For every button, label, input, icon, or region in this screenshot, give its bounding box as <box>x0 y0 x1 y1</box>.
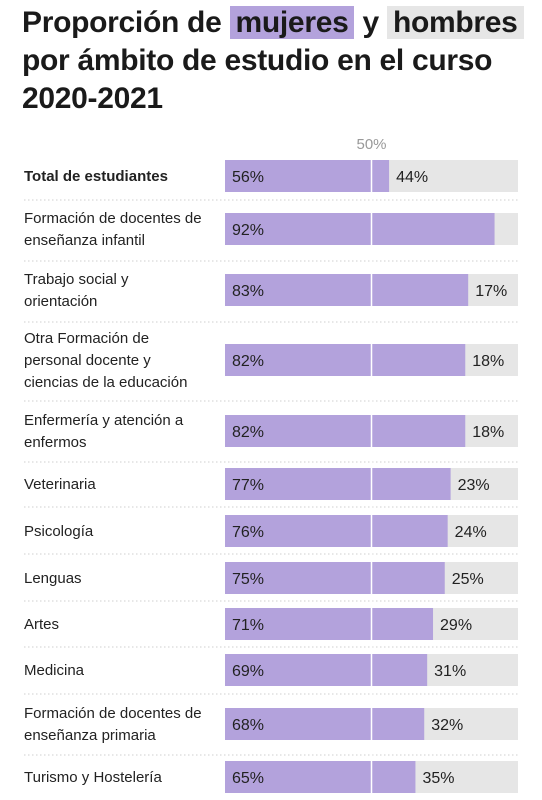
bar-women <box>225 708 425 740</box>
title-men-highlight: hombres <box>386 6 524 39</box>
value-label-women: 83% <box>232 283 264 300</box>
bar-women <box>225 415 466 447</box>
bar-women <box>225 344 466 376</box>
value-label-men: 24% <box>455 524 487 541</box>
value-label-men: 18% <box>472 424 504 441</box>
value-label-women: 69% <box>232 663 264 680</box>
category-label: Otra Formación de personal docente y cienc… <box>24 330 187 391</box>
category-label: Veterinaria <box>24 476 96 493</box>
value-label-women: 82% <box>232 353 264 370</box>
category-label: Trabajo social y orientación <box>24 271 129 310</box>
bar-women <box>225 468 451 500</box>
value-label-men: 35% <box>422 770 454 787</box>
category-label: Total de estudiantes <box>24 168 168 185</box>
bar-women <box>225 761 416 793</box>
value-label-women: 76% <box>232 524 264 541</box>
bar-women <box>225 515 448 547</box>
value-label-men: 31% <box>434 663 466 680</box>
value-label-women: 65% <box>232 770 264 787</box>
value-label-men: 32% <box>431 717 463 734</box>
title-part1: Proporción de <box>22 6 222 39</box>
bar-women <box>225 213 495 245</box>
value-label-men: 29% <box>440 617 472 634</box>
reference-50-label: 50% <box>356 136 386 153</box>
chart-title: Proporción de mujeres y hombres por ámbi… <box>22 4 537 118</box>
category-label: Medicina <box>24 662 85 679</box>
value-label-women: 68% <box>232 717 264 734</box>
value-label-men: 23% <box>458 477 490 494</box>
value-label-women: 77% <box>232 477 264 494</box>
value-label-women: 56% <box>232 169 264 186</box>
value-label-men: 25% <box>452 571 484 588</box>
bar-women <box>225 608 434 640</box>
value-label-men: 44% <box>396 169 428 186</box>
category-label: Psicología <box>24 523 94 540</box>
title-women-highlight: mujeres <box>229 6 355 39</box>
value-label-women: 75% <box>232 571 264 588</box>
value-label-men: 18% <box>472 353 504 370</box>
category-label: Lenguas <box>24 570 82 587</box>
value-label-men: 17% <box>475 283 507 300</box>
bar-women <box>225 274 469 306</box>
bar-women <box>225 160 390 192</box>
value-label-women: 92% <box>232 222 264 239</box>
category-label: Enfermería y atención a enfermos <box>24 412 184 451</box>
value-label-women: 71% <box>232 617 264 634</box>
value-label-women: 82% <box>232 424 264 441</box>
title-part3: por ámbito de estudio en el curso 2020-2… <box>22 44 493 115</box>
category-label: Formación de docentes de enseñanza infant… <box>24 210 202 249</box>
bar-women <box>225 562 445 594</box>
category-label: Turismo y Hostelería <box>24 769 162 786</box>
category-label: Formación de docentes de enseñanza primar… <box>24 705 202 744</box>
category-label: Artes <box>24 616 59 633</box>
title-part2: y <box>362 6 380 39</box>
bar-women <box>225 654 428 686</box>
